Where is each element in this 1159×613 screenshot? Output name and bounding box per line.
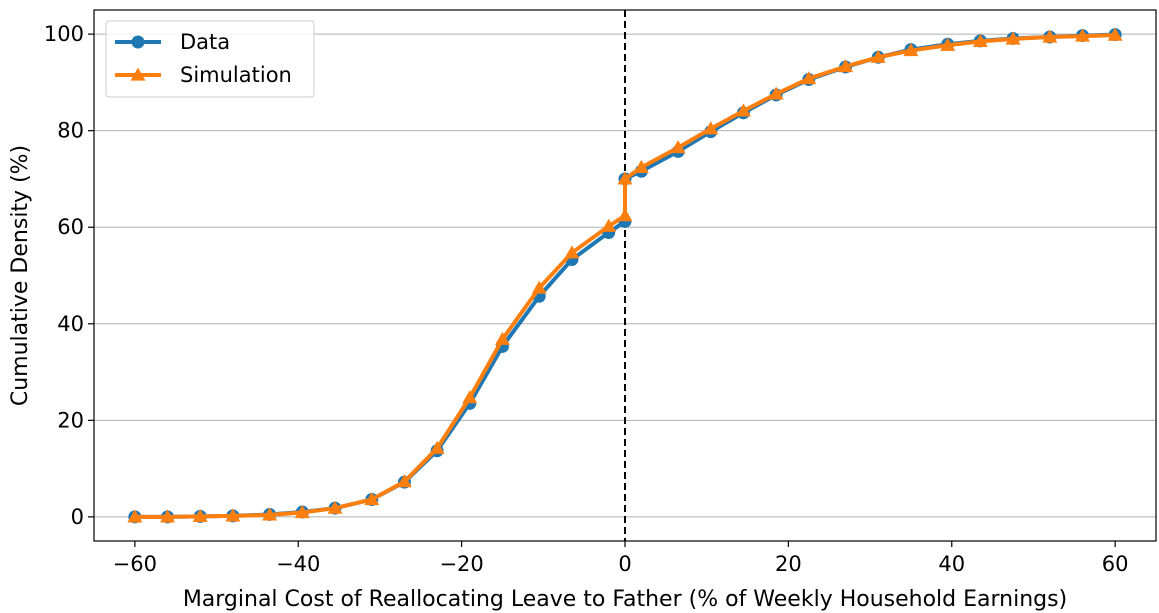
data-point	[327, 500, 343, 514]
data-point	[531, 280, 547, 294]
data-point	[617, 208, 633, 222]
data-point	[1005, 31, 1021, 45]
data-point	[396, 474, 412, 488]
data-point	[225, 508, 241, 522]
data-point	[870, 49, 886, 63]
y-tick-label: 20	[57, 408, 84, 432]
data-point	[972, 33, 988, 47]
legend: Data Simulation	[105, 20, 315, 98]
legend-label: Simulation	[180, 63, 292, 87]
data-point	[1075, 28, 1090, 42]
series-simulation	[127, 27, 1123, 523]
x-tick-label: −40	[276, 552, 320, 576]
x-tick-label: 0	[618, 552, 631, 576]
y-axis-label: Cumulative Density (%)	[8, 145, 33, 406]
data-point	[703, 121, 719, 135]
x-axis-label: Marginal Cost of Reallocating Leave to F…	[183, 587, 1067, 612]
x-tick-label: 40	[938, 552, 965, 576]
data-point	[160, 509, 175, 523]
data-point	[564, 245, 580, 259]
data-point	[294, 505, 310, 519]
legend-swatch-marker	[130, 67, 146, 81]
data-point	[768, 86, 784, 100]
data-point	[670, 140, 686, 154]
x-tick-label: 60	[1102, 552, 1129, 576]
data-point	[1107, 27, 1123, 41]
x-tick-label: 20	[775, 552, 802, 576]
data-point	[617, 171, 633, 185]
data-point	[462, 390, 478, 404]
data-point	[903, 43, 919, 57]
data-point	[940, 37, 956, 51]
legend-item: Data	[115, 30, 230, 54]
data-point	[838, 59, 854, 73]
axis-ticks: −60 −40 −20 0 20 40 60 0 20 40 60 80 100	[44, 22, 1129, 576]
data-point	[735, 103, 751, 117]
y-tick-label: 60	[57, 215, 84, 239]
y-tick-label: 80	[57, 119, 84, 143]
data-point	[364, 492, 380, 506]
x-tick-label: −60	[113, 552, 157, 576]
y-tick-label: 40	[57, 312, 84, 336]
x-tick-label: −20	[439, 552, 483, 576]
data-point	[633, 159, 649, 173]
data-point	[192, 508, 208, 522]
legend-swatch-marker	[131, 35, 145, 49]
series-layer	[127, 27, 1123, 524]
data-point	[127, 509, 143, 523]
series-line	[134, 33, 1116, 519]
y-tick-label: 0	[71, 505, 84, 529]
data-point	[801, 71, 817, 85]
legend-item: Simulation	[115, 63, 292, 87]
data-point	[601, 218, 617, 232]
data-point	[494, 331, 510, 345]
data-point	[429, 440, 445, 454]
data-point	[262, 507, 278, 521]
legend-label: Data	[180, 30, 230, 54]
data-point	[1042, 29, 1058, 43]
y-tick-label: 100	[44, 22, 84, 46]
